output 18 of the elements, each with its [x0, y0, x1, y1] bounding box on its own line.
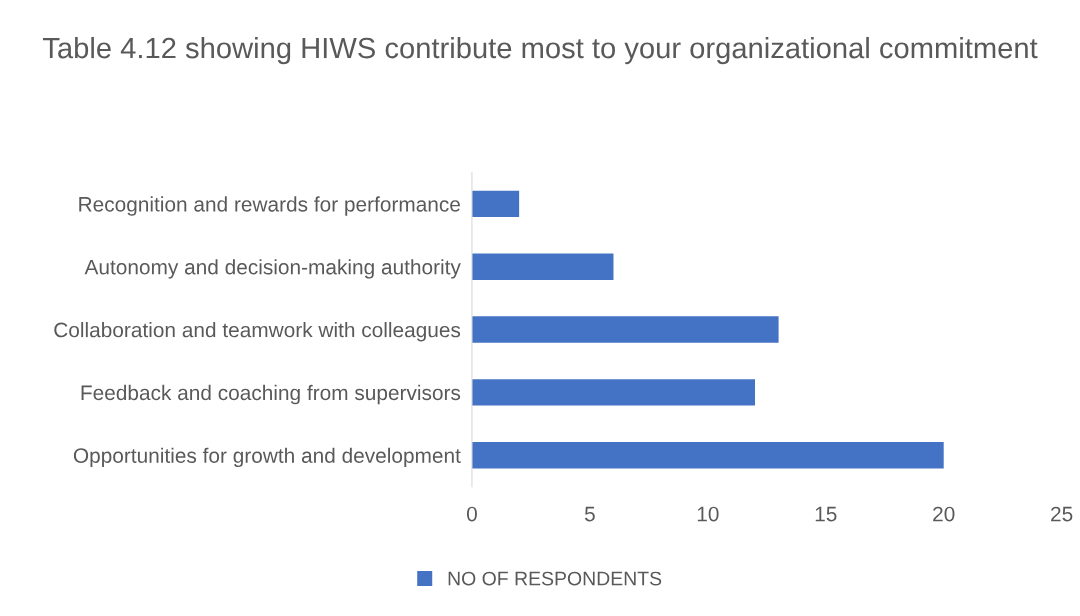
bar	[471, 316, 779, 343]
y-tick-label: Recognition and rewards for performance	[79, 196, 460, 216]
y-tick-label: Collaboration and teamwork with colleagues	[54, 322, 461, 342]
x-tick-label: 5	[584, 506, 595, 522]
x-tick-label: 10	[697, 506, 719, 522]
x-tick-label: 20	[933, 506, 955, 522]
x-tick-label: 0	[466, 506, 477, 522]
chart-title: Table 4.12 showing HIWS contribute most to your organizational commitment	[43, 36, 1038, 65]
y-tick-label: Feedback and coaching from supervisors	[81, 384, 461, 405]
x-tick-label: 15	[815, 506, 837, 522]
bar	[471, 442, 944, 469]
bar	[471, 190, 520, 218]
y-tick-label: Autonomy and decision-making authority	[84, 259, 461, 279]
x-tick-label: 25	[1051, 506, 1073, 522]
bar	[471, 379, 756, 406]
bar	[471, 253, 614, 280]
y-tick-label: Opportunities for growth and development	[73, 447, 461, 468]
legend-label: NO OF RESPONDENTS	[448, 571, 662, 586]
